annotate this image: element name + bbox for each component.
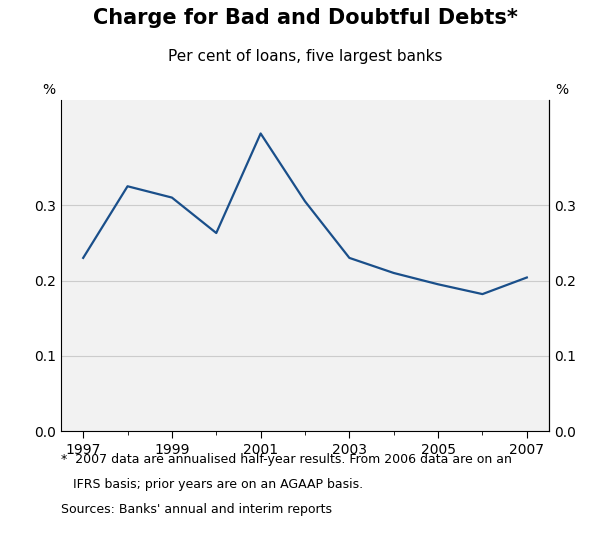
Text: *  2007 data are annualised half-year results. From 2006 data are on an: * 2007 data are annualised half-year res… bbox=[61, 453, 512, 467]
Text: Per cent of loans, five largest banks: Per cent of loans, five largest banks bbox=[168, 49, 442, 64]
Text: %: % bbox=[555, 83, 569, 97]
Text: Sources: Banks' annual and interim reports: Sources: Banks' annual and interim repor… bbox=[61, 503, 332, 517]
Text: Charge for Bad and Doubtful Debts*: Charge for Bad and Doubtful Debts* bbox=[93, 8, 517, 28]
Text: IFRS basis; prior years are on an AGAAP basis.: IFRS basis; prior years are on an AGAAP … bbox=[61, 478, 363, 492]
Text: %: % bbox=[41, 83, 55, 97]
